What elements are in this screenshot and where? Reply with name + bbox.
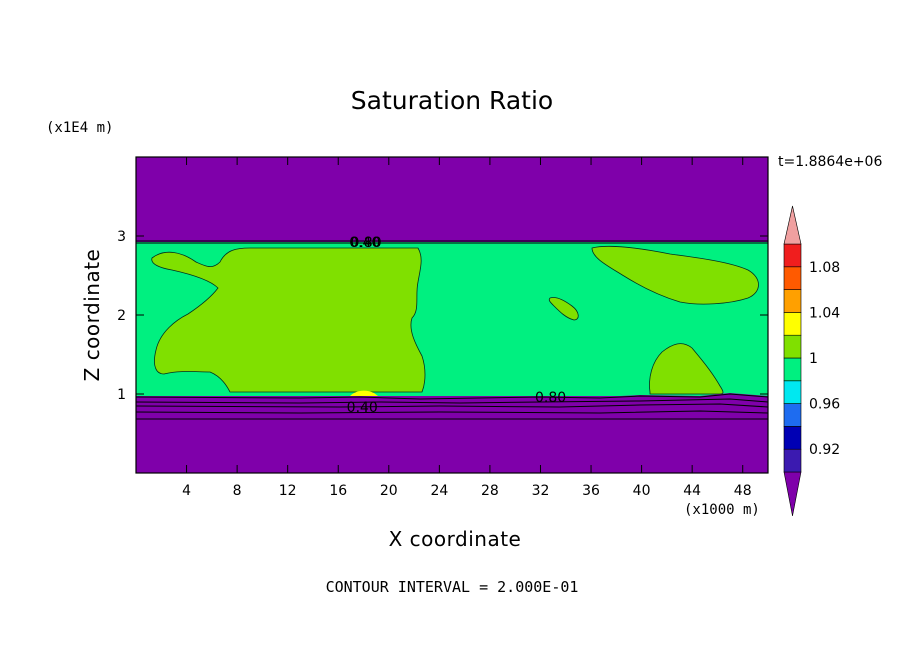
colorbar-tick-label: 0.92 bbox=[809, 442, 840, 458]
x-tick-label: 48 bbox=[734, 483, 752, 499]
x-tick-label: 12 bbox=[279, 483, 297, 499]
supersaturated-patch bbox=[591, 246, 759, 305]
supersaturated-peak bbox=[350, 390, 378, 396]
chart-title: Saturation Ratio bbox=[350, 86, 554, 115]
x-tick-label: 8 bbox=[233, 483, 242, 499]
colorbar-tick-label: 1 bbox=[809, 351, 818, 367]
supersaturated-patch bbox=[548, 297, 579, 321]
colorbar-band bbox=[783, 448, 802, 473]
x-axis-title: X coordinate bbox=[388, 527, 522, 551]
x-tick-label: 16 bbox=[329, 483, 347, 499]
supersaturated-patch bbox=[649, 343, 724, 395]
x-tick-label: 32 bbox=[532, 483, 550, 499]
y-tick-label: 2 bbox=[117, 308, 126, 324]
colorbar-lower-extension bbox=[783, 471, 802, 517]
x-tick-label: 44 bbox=[683, 483, 701, 499]
colorbar-band bbox=[783, 403, 802, 427]
x-tick-label: 4 bbox=[182, 483, 191, 499]
colorbar-band bbox=[783, 266, 802, 290]
x-tick-label: 28 bbox=[481, 483, 499, 499]
colorbar: 0.92 0.96 1 1.04 1.08 bbox=[783, 205, 840, 517]
x-tick-label: 36 bbox=[582, 483, 600, 499]
plot-layer: 0.800.400.800.404 8 12 16 20 24 28 32 36 40 44 4812… bbox=[117, 156, 769, 499]
colorbar-tick-label: 1.04 bbox=[809, 305, 840, 321]
x-tick-label: 24 bbox=[430, 483, 448, 499]
contour-interval-note: CONTOUR INTERVAL = 2.000E-01 bbox=[325, 578, 579, 596]
colorbar-band bbox=[783, 289, 802, 313]
contour-line bbox=[135, 410, 769, 414]
contour-line bbox=[135, 393, 769, 400]
colorbar-band bbox=[783, 312, 802, 336]
y-tick-label: 1 bbox=[117, 387, 126, 403]
y-tick-label: 3 bbox=[117, 229, 126, 245]
x-tick-label: 20 bbox=[380, 483, 398, 499]
colorbar-band bbox=[783, 426, 802, 450]
supersaturated-patch bbox=[151, 247, 426, 393]
y-axis-title: Z coordinate bbox=[80, 248, 104, 382]
contour-label: 0.80 bbox=[350, 235, 381, 251]
colorbar-band bbox=[783, 380, 802, 404]
x-tick-label: 40 bbox=[633, 483, 651, 499]
time-label: t=1.8864e+06 bbox=[778, 154, 883, 170]
colorbar-band bbox=[783, 334, 802, 359]
colorbar-band bbox=[783, 357, 802, 382]
contour-label: 0.40 bbox=[347, 400, 378, 416]
contour-label: 0.40 bbox=[349, 235, 380, 251]
colorbar-band bbox=[783, 243, 802, 268]
colorbar-upper-extension bbox=[783, 205, 802, 245]
colorbar-tick-label: 0.96 bbox=[809, 397, 840, 413]
y-axis-unit-label: (x1E4 m) bbox=[46, 120, 114, 136]
contour-label: 0.80 bbox=[535, 390, 566, 406]
contour-line bbox=[135, 398, 769, 404]
contour-line bbox=[135, 403, 769, 408]
colorbar-tick-label: 1.08 bbox=[809, 260, 840, 276]
x-axis-unit-label: (x1000 m) bbox=[684, 502, 760, 518]
